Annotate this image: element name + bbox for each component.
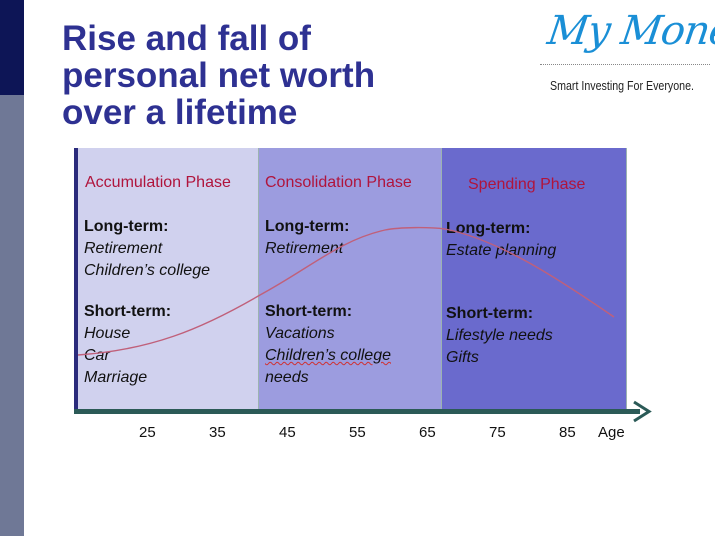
x-tick: 85 <box>559 424 576 441</box>
goal-item: Children’s college <box>84 262 210 279</box>
x-axis-arrow-icon <box>633 400 652 423</box>
x-tick: 45 <box>279 424 296 441</box>
goal-item: House <box>84 325 131 342</box>
my-money-logo: My Money Smart Investing For Everyone. <box>540 8 715 98</box>
goal-item: Lifestyle needs <box>446 327 553 344</box>
goal-item: needs <box>265 369 309 386</box>
goal-item: Retirement <box>265 240 344 257</box>
long-term-goals: Long-term: Retirement Children’s college <box>84 216 210 282</box>
title-line: personal net worth <box>62 56 376 95</box>
short-term-goals: Short-term: Vacations Children’s college… <box>265 301 391 389</box>
x-axis-line <box>74 409 640 414</box>
short-term-goals: Short-term: House Car Marriage <box>84 301 171 389</box>
logo-divider <box>540 64 710 65</box>
logo-tagline: Smart Investing For Everyone. <box>550 78 694 93</box>
long-term-goals: Long-term: Estate planning <box>446 218 556 262</box>
title-line: Rise and fall of <box>62 19 311 58</box>
y-axis <box>74 148 78 414</box>
x-tick: 55 <box>349 424 366 441</box>
x-tick: 25 <box>139 424 156 441</box>
page-title: Rise and fall of personal net worth over… <box>62 20 482 131</box>
accumulation-phase-panel: Accumulation Phase Long-term: Retirement… <box>78 148 258 410</box>
long-term-label: Long-term: <box>446 220 531 237</box>
goal-item: Gifts <box>446 349 479 366</box>
title-line: over a lifetime <box>62 93 298 132</box>
x-tick: 35 <box>209 424 226 441</box>
long-term-goals: Long-term: Retirement <box>265 216 349 260</box>
goal-item: Children’s college <box>265 347 391 364</box>
phase-heading: Consolidation Phase <box>265 174 412 191</box>
phase-heading: Accumulation Phase <box>85 174 231 191</box>
goal-item: Car <box>84 347 110 364</box>
x-axis-label: Age <box>598 424 625 441</box>
short-term-label: Short-term: <box>265 303 353 320</box>
side-accent-light <box>0 95 24 536</box>
long-term-label: Long-term: <box>84 218 169 235</box>
short-term-goals: Short-term: Lifestyle needs Gifts <box>446 303 553 369</box>
consolidation-phase-panel: Consolidation Phase Long-term: Retiremen… <box>258 148 441 410</box>
goal-item: Vacations <box>265 325 335 342</box>
goal-item: Marriage <box>84 369 148 386</box>
phase-heading: Spending Phase <box>468 176 586 193</box>
short-term-label: Short-term: <box>84 303 172 320</box>
side-accent-dark <box>0 0 24 95</box>
goal-item: Estate planning <box>446 242 557 259</box>
long-term-label: Long-term: <box>265 218 350 235</box>
net-worth-curve <box>77 226 615 356</box>
x-tick: 75 <box>489 424 506 441</box>
spending-phase-panel: Spending Phase Long-term: Estate plannin… <box>441 148 627 410</box>
short-term-label: Short-term: <box>446 305 534 322</box>
x-tick: 65 <box>419 424 436 441</box>
goal-item: Retirement <box>84 240 163 257</box>
